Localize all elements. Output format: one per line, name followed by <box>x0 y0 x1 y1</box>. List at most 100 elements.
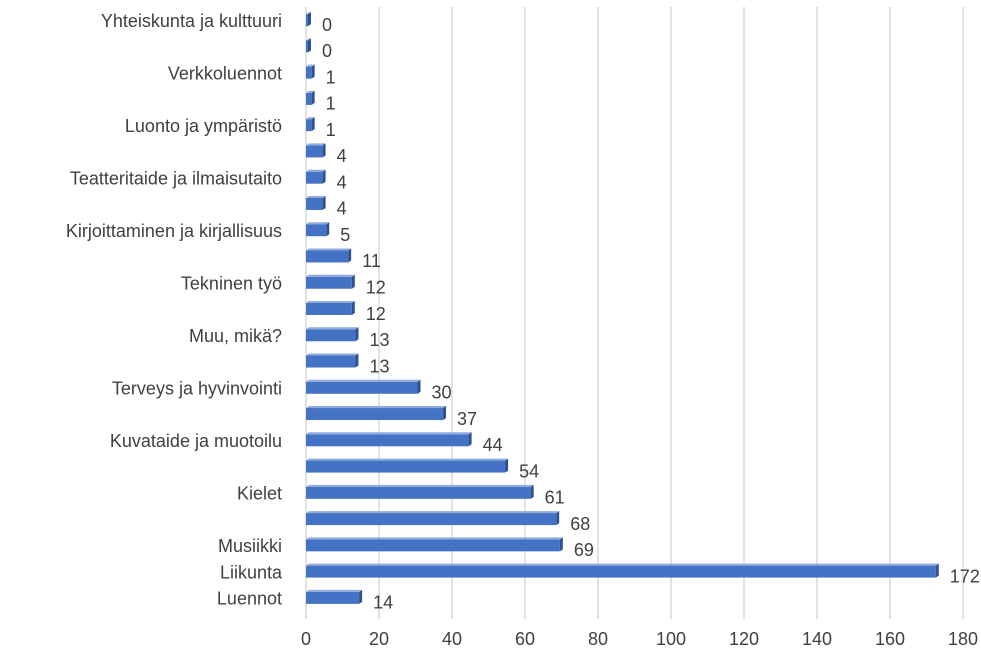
bar <box>306 248 352 263</box>
bar-part <box>306 64 315 67</box>
bar-part <box>556 511 560 526</box>
value-label: 1 <box>326 94 336 114</box>
y-tick-label: Tekninen työ <box>181 273 282 293</box>
bar <box>306 458 509 473</box>
x-tick-label: 140 <box>802 629 832 649</box>
bar <box>306 117 315 132</box>
bar-part <box>306 589 363 592</box>
value-label: 1 <box>326 120 336 140</box>
bar-part <box>308 12 311 27</box>
bar-part <box>306 301 355 303</box>
bar-part <box>306 117 315 120</box>
bar-part <box>306 222 330 225</box>
value-label: 68 <box>570 514 590 534</box>
y-tick-label: Kuvataide ja muotoilu <box>110 431 282 451</box>
bar <box>306 90 315 105</box>
bar-part <box>306 145 323 158</box>
x-tick-label: 0 <box>301 629 311 649</box>
x-tick-label: 120 <box>729 629 759 649</box>
bar-part <box>468 432 472 447</box>
y-tick-label: Yhteiskunta ja kulttuuri <box>101 11 282 31</box>
bar-part <box>306 406 447 409</box>
bar <box>306 537 563 552</box>
bar <box>306 12 311 27</box>
value-label: 0 <box>322 41 332 61</box>
bar <box>306 327 359 342</box>
value-label: 61 <box>545 488 565 508</box>
bar <box>306 589 363 604</box>
bar-part <box>306 169 326 172</box>
bar-part <box>306 458 509 461</box>
bar-part <box>306 408 444 421</box>
bar-part <box>306 460 506 473</box>
value-label: 0 <box>322 15 332 35</box>
bar-part <box>322 169 326 184</box>
bar <box>306 274 355 289</box>
value-label: 11 <box>362 251 381 271</box>
value-label: 12 <box>366 304 386 324</box>
x-tick-label: 40 <box>442 629 462 649</box>
bar-part <box>417 379 421 394</box>
bar <box>306 143 326 158</box>
bar-part <box>306 90 315 93</box>
value-label: 44 <box>483 435 503 455</box>
bar-part <box>306 379 421 382</box>
bar <box>306 511 560 526</box>
value-label: 30 <box>432 383 452 403</box>
bar-part <box>306 303 352 315</box>
bar-part <box>505 458 509 473</box>
bar-part <box>306 355 356 368</box>
bar-part <box>306 12 311 15</box>
bar-part <box>306 513 557 526</box>
x-tick-label: 100 <box>656 629 686 649</box>
bar-part <box>306 434 469 447</box>
value-label: 37 <box>457 409 477 429</box>
bar-part <box>306 274 355 277</box>
bar <box>306 38 311 53</box>
bar-part <box>306 353 359 356</box>
bar-part <box>308 38 311 53</box>
bar-part <box>306 432 472 435</box>
bar <box>306 169 326 184</box>
bar-part <box>351 301 355 315</box>
y-tick-label: Musiikki <box>218 536 282 556</box>
bar <box>306 379 421 394</box>
y-tick-label: Kirjoittaminen ja kirjallisuus <box>66 221 282 241</box>
bar-part <box>306 119 312 132</box>
bar-part <box>351 274 355 289</box>
bar-part <box>306 484 534 487</box>
bar-part <box>306 329 356 342</box>
bar-part <box>311 117 315 132</box>
bar-part <box>306 171 323 184</box>
bar-part <box>348 248 352 263</box>
bar-part <box>306 565 936 578</box>
x-tick-label: 180 <box>948 629 978 649</box>
bar-part <box>306 38 311 41</box>
x-tick-label: 60 <box>515 629 535 649</box>
bar-part <box>443 406 447 421</box>
y-tick-label: Luennot <box>217 589 282 609</box>
bar-part <box>306 143 326 146</box>
bar-part <box>306 327 359 330</box>
bar-part <box>306 276 352 289</box>
y-tick-label: Liikunta <box>220 562 283 582</box>
value-label: 4 <box>337 199 347 219</box>
bar-part <box>306 40 308 53</box>
bar-part <box>306 537 563 540</box>
bar-part <box>306 539 560 552</box>
value-label: 14 <box>373 593 393 613</box>
bar-part <box>530 484 534 499</box>
value-label: 5 <box>340 225 350 245</box>
value-label: 4 <box>337 146 347 166</box>
value-label: 13 <box>369 330 389 350</box>
value-label: 4 <box>337 172 347 192</box>
bar <box>306 484 534 499</box>
bar-part <box>306 224 327 237</box>
bar-part <box>306 486 531 499</box>
bar-part <box>559 537 563 552</box>
bar <box>306 64 315 79</box>
bar-part <box>322 143 326 158</box>
y-tick-label: Luonto ja ympäristö <box>125 116 282 136</box>
y-tick-label: Kielet <box>237 484 282 504</box>
